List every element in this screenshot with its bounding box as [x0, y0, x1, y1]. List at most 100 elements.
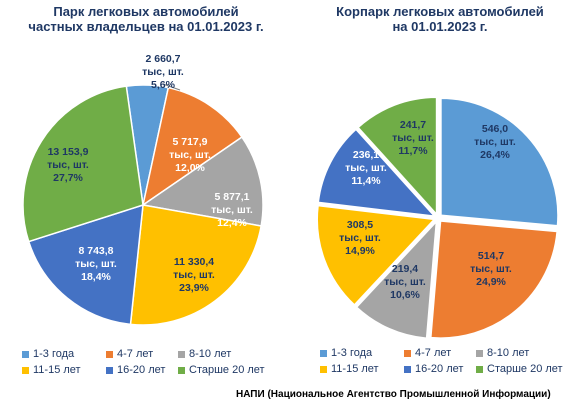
slice-unit: тыс, шт. — [345, 162, 387, 174]
slice-value: 514,7 — [478, 250, 504, 262]
slice-percent: 11,7% — [398, 145, 428, 157]
slice-value: 236,1 — [353, 149, 379, 161]
slice-percent: 5,6% — [151, 79, 176, 91]
slice-value: 13 153,9 — [48, 146, 89, 158]
slice-unit: тыс, шт. — [75, 258, 117, 270]
pie-slice — [129, 204, 263, 326]
legend-swatch — [320, 365, 327, 373]
legend-swatch — [106, 366, 113, 374]
legend-item: Старше 20 лет — [476, 363, 563, 375]
pie-slice — [141, 136, 264, 227]
slice-percent: 10,6% — [390, 289, 420, 301]
legend-item: 11-15 лет — [320, 363, 379, 375]
pie-slice — [429, 220, 558, 339]
legend-label: 4-7 лет — [117, 348, 154, 360]
legend-swatch — [404, 349, 411, 357]
chart-title-corporate: Корпарк легковых автомобилей на 01.01.20… — [300, 4, 580, 34]
legend-label: Старше 20 лет — [487, 363, 563, 375]
legend-label: 16-20 лет — [117, 364, 166, 376]
slice-value: 5 877,1 — [214, 191, 249, 203]
legend-item: 16-20 лет — [106, 364, 165, 376]
slice-unit: тыс, шт. — [339, 232, 381, 244]
slice-unit: тыс, шт. — [470, 263, 512, 275]
slice-unit: тыс, шт. — [173, 269, 215, 281]
slice-value: 8 743,8 — [78, 245, 113, 257]
slice-percent: 14,9% — [345, 245, 375, 257]
legend-label: 8-10 лет — [487, 347, 530, 359]
slice-data-label: 5 877,1 тыс, шт. 12,4% — [211, 191, 253, 229]
legend-item: 11-15 лет — [22, 364, 81, 376]
slice-unit: тыс, шт. — [211, 204, 253, 216]
legend-item: 1-3 года — [320, 347, 372, 359]
legend-swatch — [22, 350, 29, 358]
legend-label: 8-10 лет — [189, 348, 232, 360]
pie-slice — [141, 86, 243, 207]
slice-unit: тыс, шт. — [142, 66, 184, 78]
slice-unit: тыс, шт. — [474, 136, 516, 148]
pie-corporate: 546,0 тыс, шт. 26,4%514,7 тыс, шт. 24,9%219,… — [316, 96, 559, 340]
slice-percent: 11,4% — [351, 175, 381, 187]
pie-slice — [22, 85, 144, 243]
slice-percent: 23,9% — [179, 282, 209, 294]
legend-swatch — [178, 350, 185, 358]
slice-unit: тыс, шт. — [47, 159, 89, 171]
slice-data-label: 241,7 тыс, шт. 11,7% — [392, 119, 434, 157]
slice-unit: тыс, шт. — [169, 149, 211, 161]
slice-data-label: 514,7 тыс, шт. 24,9% — [470, 250, 512, 288]
legend-swatch — [320, 349, 327, 357]
legend-swatch — [178, 366, 185, 374]
legend-label: 4-7 лет — [415, 347, 452, 359]
legend-item: 4-7 лет — [404, 347, 451, 359]
chart-title-private: Парк легковых автомобилей частных владел… — [6, 4, 286, 34]
slice-percent: 18,4% — [81, 271, 111, 283]
pie-slice — [317, 128, 437, 218]
chart-title-line: частных владельцев на 01.01.2023 г. — [28, 19, 264, 34]
slice-value: 308,5 — [347, 219, 373, 231]
slice-percent: 27,7% — [53, 172, 83, 184]
leader-line — [162, 83, 181, 91]
slice-percent: 26,4% — [480, 149, 510, 161]
slice-percent: 12,4% — [217, 217, 247, 229]
slice-percent: 24,9% — [476, 276, 506, 288]
slice-data-label: 8 743,8 тыс, шт. 18,4% — [75, 245, 117, 283]
slice-value: 219,4 — [392, 263, 418, 275]
pie-slice — [355, 219, 438, 340]
slice-unit: тыс, шт. — [392, 132, 434, 144]
legend-label: 1-3 года — [33, 348, 75, 360]
chart-title-line: Корпарк легковых автомобилей — [336, 4, 544, 19]
legend-item: 8-10 лет — [476, 347, 529, 359]
slice-data-label: 5 717,9 тыс, шт. 12,0% — [169, 136, 211, 174]
source-footer: НАПИ (Национальное Агентство Промышленно… — [236, 389, 551, 400]
pie-private: 2 660,7 тыс, шт. 5,6%5 717,9 тыс, шт. 12,0%5… — [22, 53, 264, 326]
legend-swatch — [476, 349, 483, 357]
chart-title-line: на 01.01.2023 г. — [392, 19, 488, 34]
legend-item: 4-7 лет — [106, 348, 153, 360]
slice-value: 5 717,9 — [172, 136, 207, 148]
legend-item: 16-20 лет — [404, 363, 463, 375]
legend-swatch — [22, 366, 29, 374]
slice-value: 11 330,4 — [174, 256, 214, 268]
pie-slice — [357, 96, 438, 217]
slice-data-label: 13 153,9 тыс, шт. 27,7% — [47, 146, 89, 184]
chart-title-line: Парк легковых автомобилей — [53, 4, 239, 19]
legend-label: 11-15 лет — [33, 364, 81, 376]
legend-label: 1-3 года — [331, 347, 373, 359]
slice-value: 546,0 — [482, 123, 508, 135]
slice-data-label: 219,4 тыс, шт. 10,6% — [384, 263, 426, 301]
legend-swatch — [106, 350, 113, 358]
slice-value: 241,7 — [400, 119, 426, 131]
slice-value: 2 660,7 — [145, 53, 180, 65]
legend-item: Старше 20 лет — [178, 364, 265, 376]
legend-swatch — [404, 365, 411, 373]
slice-percent: 12,0% — [175, 162, 205, 174]
pie-slice — [316, 204, 436, 306]
slice-data-label: 11 330,4 тыс, шт. 23,9% — [173, 256, 215, 294]
slice-data-label: 546,0 тыс, шт. 26,4% — [474, 123, 516, 161]
pie-slice — [27, 203, 144, 326]
legend-item: 8-10 лет — [178, 348, 231, 360]
legend-label: Старше 20 лет — [189, 364, 265, 376]
slice-data-label: 308,5 тыс, шт. 14,9% — [339, 219, 381, 257]
pie-slice — [440, 97, 559, 227]
